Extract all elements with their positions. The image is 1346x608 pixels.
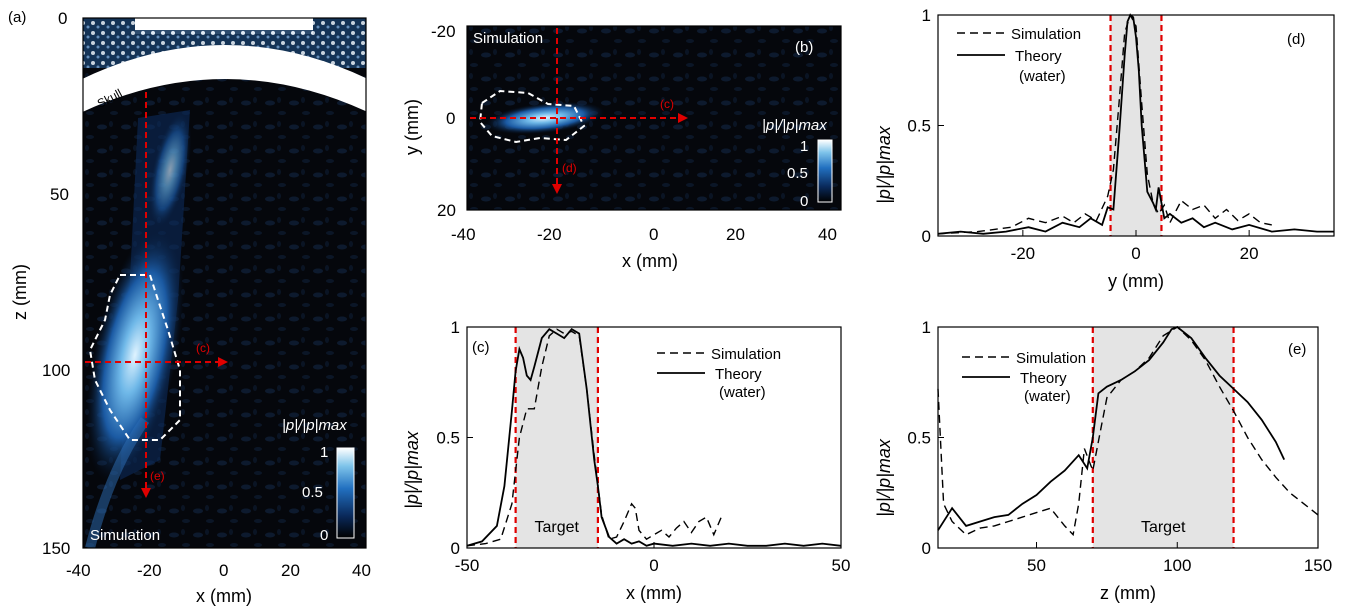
legend-label: Simulation	[711, 346, 781, 363]
x-tick-label: 20	[1240, 244, 1259, 263]
legend-label: (water)	[1019, 68, 1066, 85]
colorbar-a-tick: 0	[320, 527, 328, 544]
x-tick-label: 0	[1131, 244, 1140, 263]
target-label: Target	[535, 519, 580, 536]
a-ytick: 50	[50, 185, 69, 204]
arrow-c-head-b	[678, 113, 688, 123]
a-xtick: -40	[66, 561, 91, 580]
focal-region	[85, 227, 185, 483]
x-tick-label: 150	[1304, 556, 1332, 575]
a-xtick: 40	[352, 561, 371, 580]
b-ytick: 0	[446, 109, 455, 128]
b-ytick: -20	[431, 22, 456, 41]
b-xtick: 40	[818, 225, 837, 244]
b-xtick: 0	[649, 225, 658, 244]
simulation-label-b: Simulation	[473, 30, 543, 47]
target-outline-b	[478, 89, 586, 144]
panel-e-label: (e)	[1288, 341, 1306, 358]
y-tick-label: 1	[922, 6, 931, 25]
a-ytick: 0	[58, 9, 67, 28]
b-xtick: -20	[537, 225, 562, 244]
a-xtick: 0	[219, 561, 228, 580]
y-tick-label: 0.5	[907, 117, 931, 136]
panel-d: (d) 0 0.5 1 -20 0 20 y (mm) |p|/|p|max Simulatio…	[874, 6, 1335, 291]
arrow-c-head-a	[218, 357, 228, 367]
colorbar-a-tick: 1	[320, 444, 328, 461]
a-ytick: 150	[42, 539, 70, 558]
simulation-label-a: Simulation	[90, 527, 160, 544]
y-tick-label: 0	[922, 539, 931, 558]
legend-label: (water)	[1024, 388, 1071, 405]
x-tick-label: 0	[649, 556, 658, 575]
colorbar-a-title: |p|/|p|max	[282, 417, 347, 434]
x-tick-label: 50	[832, 556, 851, 575]
colorbar-b-tick: 0.5	[787, 165, 808, 182]
series-line-solid	[937, 325, 1286, 531]
legend-label: Theory	[1015, 48, 1062, 65]
series-line-solid	[937, 13, 1334, 235]
x-axis-label: y (mm)	[1108, 271, 1164, 291]
y-axis-label: |p|/|p|max	[402, 430, 422, 509]
x-axis-label: z (mm)	[1100, 583, 1156, 603]
y-tick-label: 0	[922, 227, 931, 246]
target-outline-a	[88, 274, 181, 441]
x-tick-label: 100	[1163, 556, 1191, 575]
x-tick-label: -50	[455, 556, 480, 575]
y-tick-label: 0.5	[907, 429, 931, 448]
series-line-dashed	[937, 13, 1272, 235]
series-line-dashed	[466, 328, 722, 547]
arrow-e-head	[141, 488, 151, 498]
arrow-c-label-a: (c)	[196, 341, 210, 355]
b-ytick: 20	[437, 201, 456, 220]
target-label: Target	[1141, 519, 1186, 536]
arrow-c-label-b: (c)	[660, 97, 674, 111]
series-line-dashed	[937, 326, 1319, 537]
x-axis-label: x (mm)	[626, 583, 682, 603]
panel-a-field	[83, 18, 366, 548]
b-xtick: -40	[451, 225, 476, 244]
target-region	[515, 327, 598, 548]
y-tick-label: 0.5	[436, 429, 460, 448]
a-xlabel: x (mm)	[196, 586, 252, 606]
y-axis-label: |p|/|p|max	[874, 438, 894, 517]
a-xtick: -20	[137, 561, 162, 580]
panel-a-label: (a)	[8, 9, 26, 26]
panel-b: (c) (d) Simulation (b) |p|/|p|max 1 0.5 …	[402, 22, 842, 271]
a-ylabel: z (mm)	[10, 264, 30, 320]
b-xtick: 20	[726, 225, 745, 244]
colorbar-a-tick: 0.5	[302, 484, 323, 501]
panel-c-label: (c)	[472, 339, 490, 356]
y-tick-label: 1	[922, 318, 931, 337]
panel-a: (a) Skull (c) (e) Simulation |p|/|p|max …	[8, 9, 371, 606]
legend-label: (water)	[719, 384, 766, 401]
legend-label: Simulation	[1011, 26, 1081, 43]
a-ytick: 100	[42, 361, 70, 380]
b-xlabel: x (mm)	[622, 251, 678, 271]
x-tick-label: 50	[1027, 556, 1046, 575]
arrow-d-head	[552, 184, 562, 194]
target-region	[1092, 327, 1234, 548]
colorbar-b-title: |p|/|p|max	[762, 117, 827, 134]
colorbar-b-tick: 0	[800, 193, 808, 210]
y-tick-label: 0	[451, 539, 460, 558]
y-axis-label: |p|/|p|max	[874, 125, 894, 204]
a-xtick: 20	[281, 561, 300, 580]
colorbar-b-tick: 1	[800, 138, 808, 155]
y-tick-label: 1	[451, 318, 460, 337]
arrow-e-label: (e)	[150, 469, 165, 483]
arrow-d-label: (d)	[562, 161, 577, 175]
b-ylabel: y (mm)	[402, 99, 422, 155]
panel-b-label: (b)	[795, 39, 813, 56]
legend-label: Theory	[715, 366, 762, 383]
legend-label: Theory	[1020, 370, 1067, 387]
series-line-solid	[466, 328, 842, 547]
panel-d-label: (d)	[1287, 31, 1305, 48]
x-tick-label: -20	[1011, 244, 1036, 263]
legend-label: Simulation	[1016, 350, 1086, 367]
colorbar-a	[336, 447, 355, 539]
colorbar-b	[817, 139, 833, 203]
